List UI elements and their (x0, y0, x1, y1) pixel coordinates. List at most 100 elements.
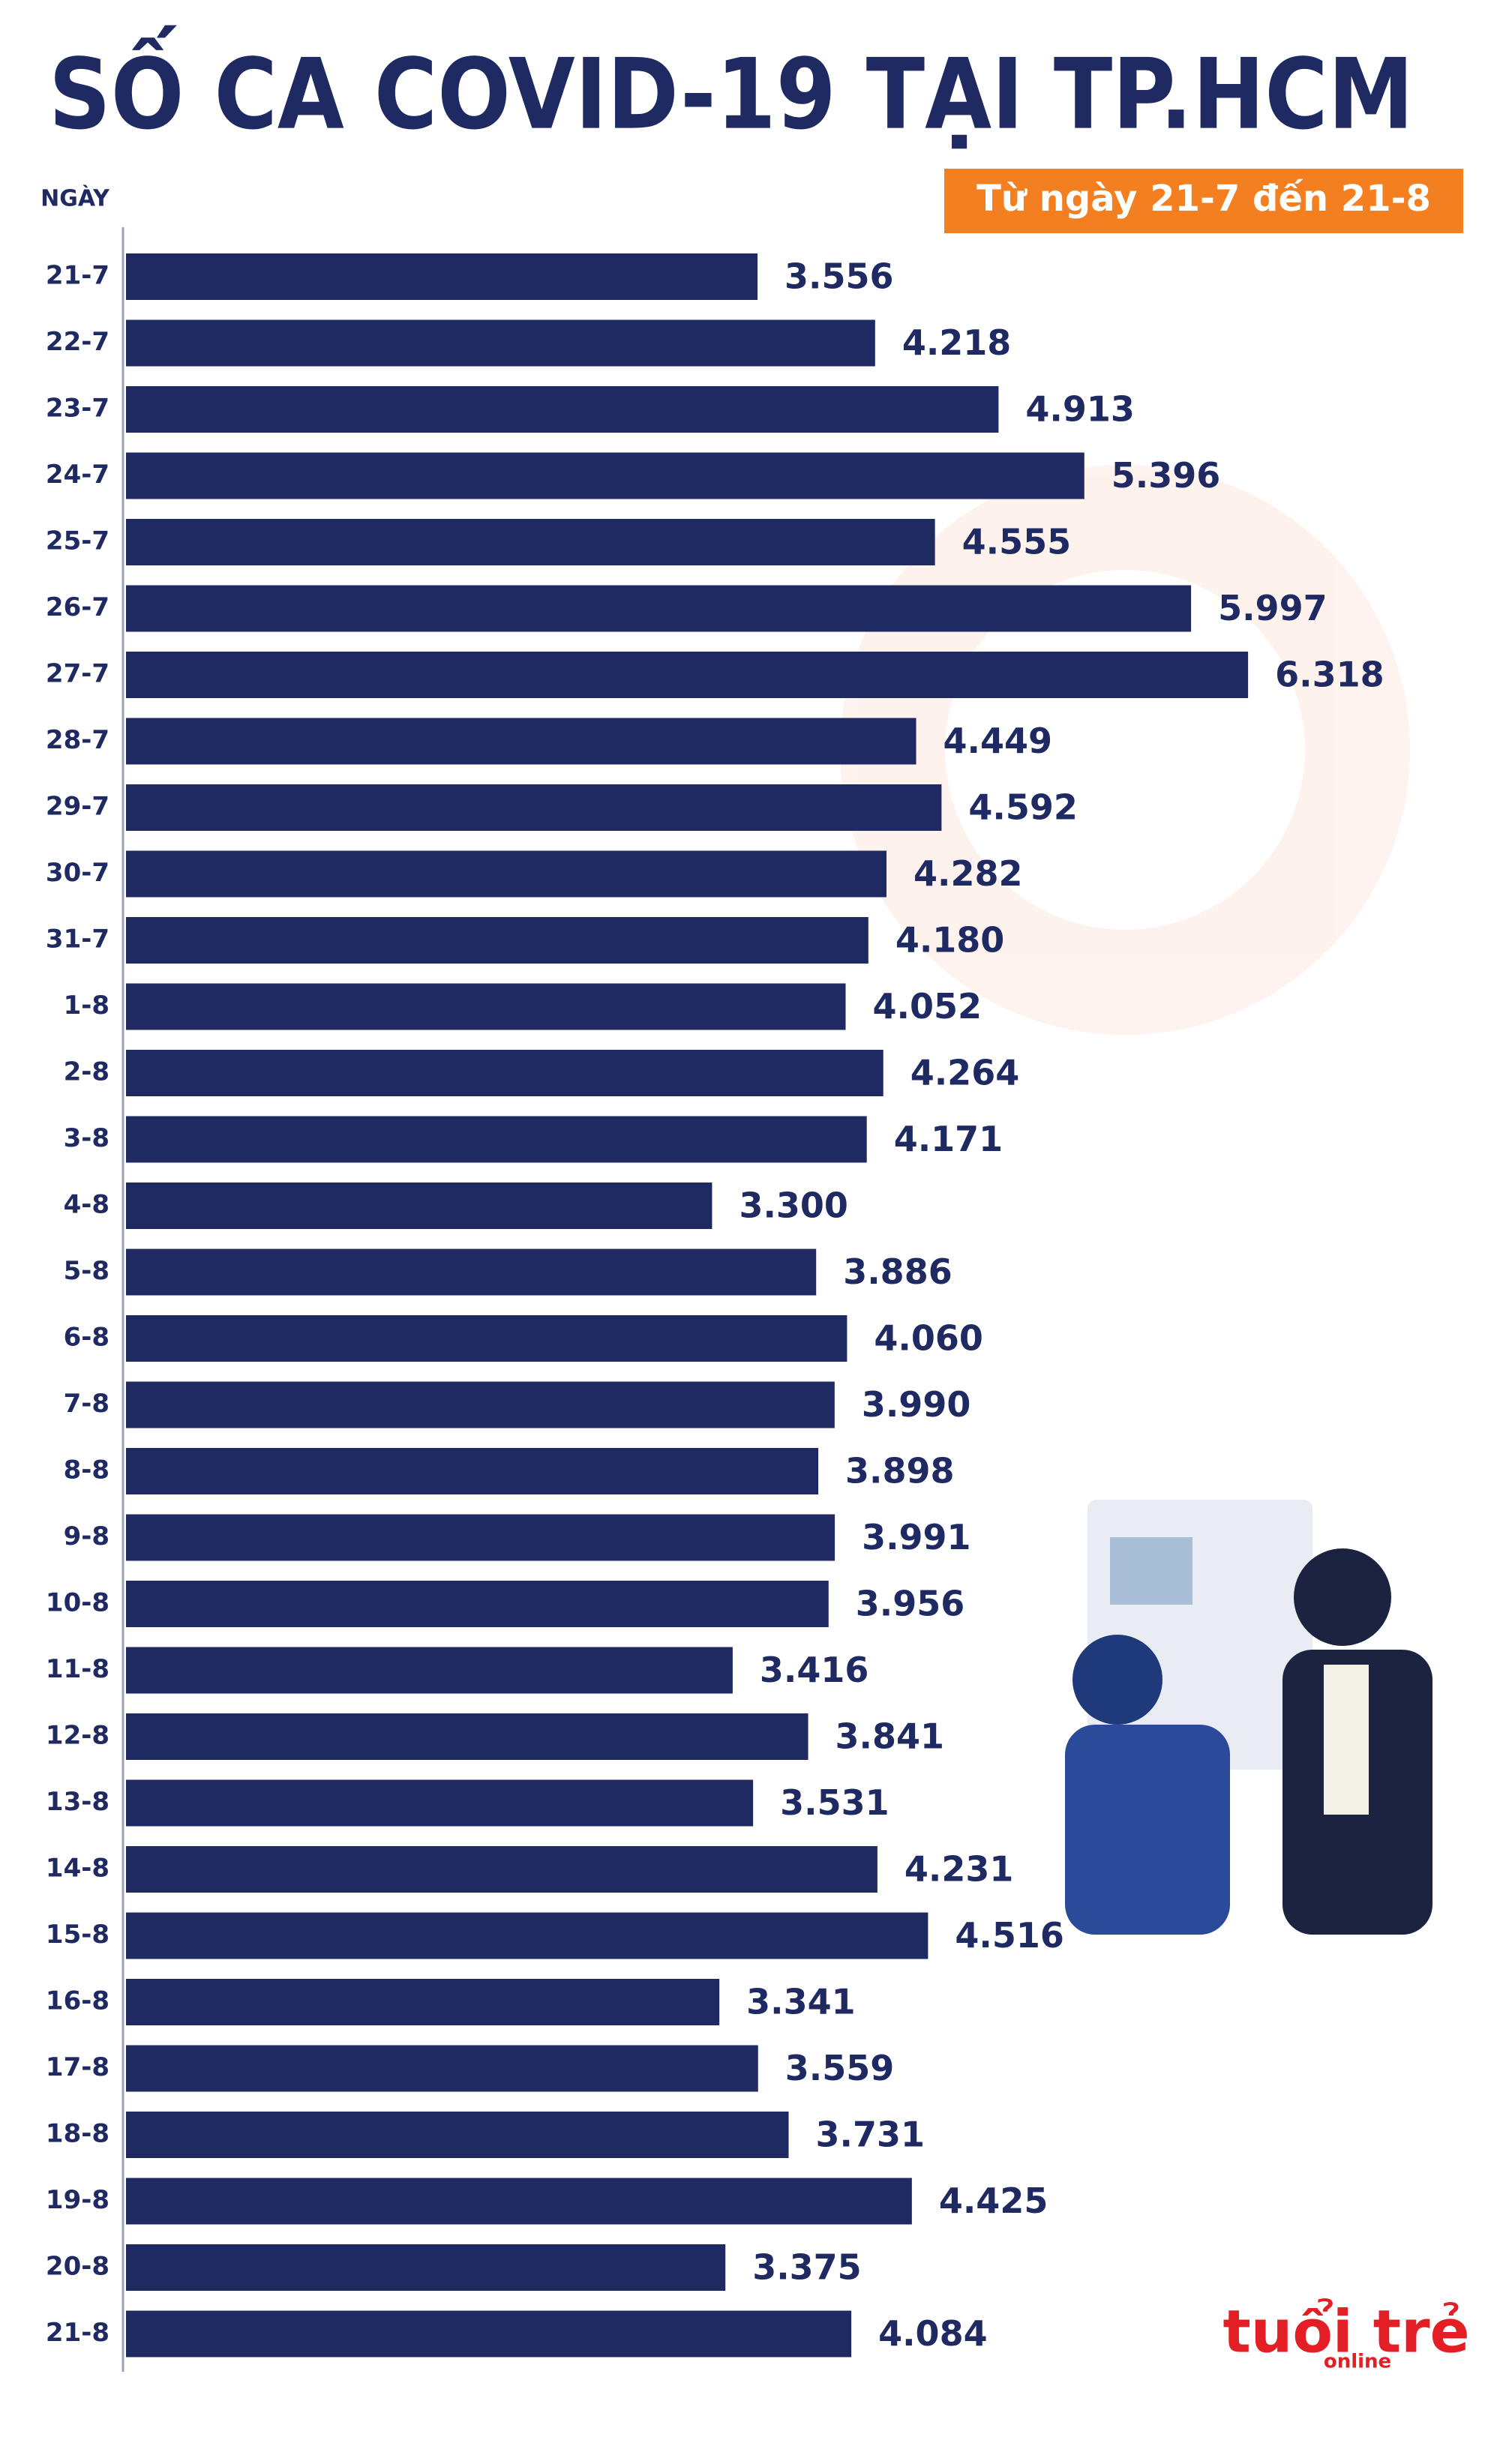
value-label: 3.990 (862, 1384, 971, 1425)
bar (126, 519, 935, 565)
value-label: 4.449 (944, 721, 1053, 761)
value-label: 4.052 (873, 986, 982, 1027)
value-label: 4.282 (914, 853, 1023, 894)
value-label: 3.416 (760, 1650, 869, 1690)
bar (126, 452, 1084, 499)
y-tick-label: 17-8 (46, 2052, 110, 2082)
y-tick-label: 9-8 (64, 1521, 110, 1551)
bar (126, 1912, 928, 1959)
bar (126, 2112, 789, 2158)
y-tick-label: 3-8 (64, 1123, 110, 1153)
value-label: 3.375 (752, 2247, 862, 2288)
value-label: 4.060 (874, 1318, 983, 1359)
value-label: 4.425 (939, 2181, 1048, 2221)
y-tick-label: 1-8 (64, 991, 110, 1021)
y-tick-label: 31-7 (46, 925, 110, 955)
value-label: 4.592 (968, 787, 1078, 828)
bar (126, 1381, 835, 1428)
bar (126, 386, 999, 433)
bar (126, 1183, 712, 1229)
y-tick-label: 7-8 (64, 1389, 110, 1419)
value-label: 3.556 (784, 256, 894, 297)
y-tick-label: 6-8 (64, 1323, 110, 1353)
value-label: 6.318 (1275, 655, 1384, 695)
bar (126, 253, 758, 300)
bar (126, 1647, 733, 1694)
logo: tuổi trẻ (1223, 2298, 1470, 2366)
bar (126, 1514, 836, 1561)
y-axis-label: NGÀY (40, 185, 110, 212)
bar (126, 2178, 912, 2225)
value-label: 4.180 (896, 920, 1005, 961)
bar (126, 784, 942, 831)
y-tick-label: 28-7 (46, 725, 110, 755)
value-label: 3.531 (780, 1782, 890, 1823)
value-label: 3.956 (856, 1584, 965, 1624)
bar (126, 1779, 754, 1827)
value-label: 4.555 (962, 522, 1072, 562)
y-tick-label: 22-7 (46, 327, 110, 357)
bar (126, 1116, 867, 1163)
bar (126, 652, 1249, 698)
value-label: 5.997 (1218, 588, 1328, 628)
value-label: 3.341 (746, 1982, 856, 2022)
y-tick-label: 27-7 (46, 659, 110, 689)
y-tick-label: 21-7 (46, 261, 110, 291)
bar (126, 850, 886, 898)
y-tick-label: 21-8 (46, 2318, 110, 2348)
value-label: 4.231 (904, 1849, 1014, 1890)
value-label: 3.841 (836, 1716, 945, 1757)
y-tick-label: 4-8 (64, 1190, 110, 1220)
value-label: 3.300 (739, 1186, 848, 1226)
y-tick-label: 14-8 (46, 1854, 110, 1884)
bar (126, 917, 868, 964)
value-label: 4.516 (955, 1915, 1064, 1956)
bar (126, 1315, 848, 1362)
subtitle-box (944, 169, 1463, 233)
value-label: 4.084 (878, 2313, 988, 2354)
chart-title: SỐ CA COVID-19 TẠI TP.HCM (49, 25, 1414, 151)
y-tick-label: 15-8 (46, 1920, 110, 1950)
bar (126, 1448, 819, 1494)
value-label: 3.731 (816, 2115, 926, 2155)
bar (126, 1713, 808, 1760)
value-label: 3.886 (843, 1251, 952, 1292)
people-illustration (1065, 1500, 1432, 1935)
logo-sub: online (1324, 2351, 1391, 2373)
y-tick-label: 12-8 (46, 1721, 110, 1751)
bar (126, 983, 846, 1030)
y-tick-label: 2-8 (64, 1057, 110, 1087)
bar (126, 1581, 829, 1627)
bar (126, 1248, 817, 1296)
y-tick-label: 25-7 (46, 526, 110, 556)
value-label: 4.218 (902, 322, 1012, 363)
value-label: 3.991 (862, 1517, 971, 1557)
y-tick-label: 26-7 (46, 592, 110, 622)
bar (126, 2310, 852, 2358)
bar (126, 585, 1192, 632)
y-tick-label: 30-7 (46, 858, 110, 888)
subtitle: Từ ngày 21-7 đến 21-8 (976, 178, 1431, 220)
y-tick-label: 13-8 (46, 1787, 110, 1817)
y-tick-label: 5-8 (64, 1256, 110, 1286)
y-tick-label: 16-8 (46, 1986, 110, 2016)
y-tick-label: 19-8 (46, 2185, 110, 2215)
y-tick-label: 18-8 (46, 2119, 110, 2149)
bar (126, 1050, 884, 1096)
value-label: 4.264 (910, 1053, 1020, 1093)
bar (126, 2045, 758, 2092)
y-tick-label: 8-8 (64, 1455, 110, 1485)
bar (126, 718, 916, 765)
y-tick-label: 20-8 (46, 2252, 110, 2282)
value-label: 4.913 (1025, 389, 1135, 430)
bar (126, 319, 875, 367)
y-tick-label: 29-7 (46, 792, 110, 822)
y-tick-label: 24-7 (46, 460, 110, 490)
y-tick-label: 23-7 (46, 394, 110, 424)
bar (126, 2244, 726, 2291)
y-tick-label: 10-8 (46, 1588, 110, 1618)
bar (126, 1979, 720, 2025)
value-label: 3.898 (845, 1451, 955, 1491)
y-tick-label: 11-8 (46, 1654, 110, 1684)
